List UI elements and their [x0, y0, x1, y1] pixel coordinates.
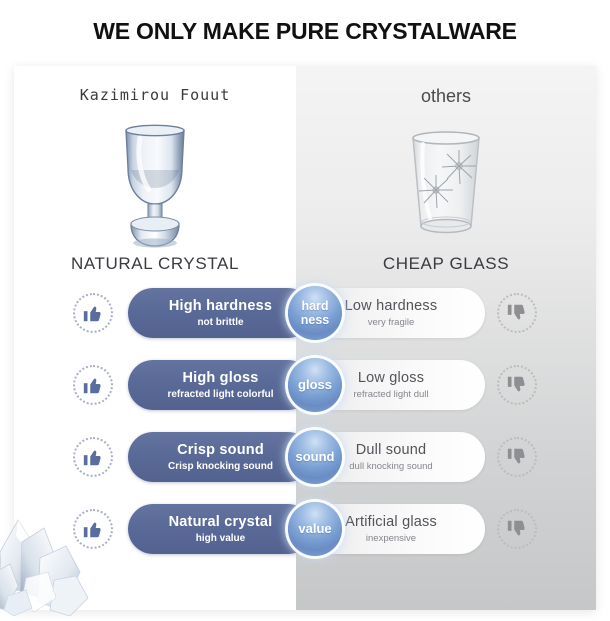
con-subtitle: very fragile: [367, 316, 415, 328]
pro-subtitle: high value: [195, 532, 246, 544]
badge-line-2: ness: [300, 313, 330, 327]
pro-title: High gloss: [182, 369, 259, 386]
feature-row: High hardness not brittle Low hardness v…: [14, 286, 596, 340]
badge-line-1: sound: [295, 449, 335, 464]
thumbs-up-icon: [73, 509, 113, 549]
feature-badge: hard ness: [288, 286, 342, 340]
pro-pill: Crisp sound Crisp knocking sound: [128, 432, 313, 482]
feature-row: Crisp sound Crisp knocking sound Dull so…: [14, 430, 596, 484]
con-title: Dull sound: [355, 441, 427, 458]
feature-row: High gloss refracted light colorful Low …: [14, 358, 596, 412]
product-label-right: CHEAP GLASS: [382, 254, 510, 273]
con-subtitle: refracted light dull: [353, 388, 429, 400]
thumbs-down-icon: [497, 293, 537, 333]
con-title: Low gloss: [357, 369, 425, 386]
feature-row: Natural crystal high value Artificial gl…: [14, 502, 596, 556]
brand-name-left: Kazimirou Fouut: [79, 86, 231, 104]
comparison-panel: Kazimirou Fouut others: [14, 66, 596, 610]
product-label-left: NATURAL CRYSTAL: [70, 254, 240, 273]
con-title: Artificial glass: [345, 513, 437, 530]
thumbs-down-icon: [497, 437, 537, 477]
pro-subtitle: not brittle: [197, 316, 244, 328]
badge-line-1: hard: [301, 299, 329, 313]
pro-subtitle: refracted light colorful: [167, 388, 274, 400]
feature-badge: sound: [288, 430, 342, 484]
con-title: Low hardness: [344, 297, 438, 314]
brand-name-right: others: [420, 86, 472, 106]
con-subtitle: dull knocking sound: [349, 460, 433, 472]
feature-rows: High hardness not brittle Low hardness v…: [14, 286, 596, 576]
feature-badge: gloss: [288, 358, 342, 412]
product-image-right: [296, 114, 596, 264]
con-subtitle: inexpensive: [365, 532, 417, 544]
thumbs-down-icon: [497, 509, 537, 549]
pro-pill: Natural crystal high value: [128, 504, 313, 554]
pro-title: Crisp sound: [177, 441, 264, 458]
thumbs-up-icon: [73, 293, 113, 333]
thumbs-up-icon: [73, 437, 113, 477]
pro-title: High hardness: [168, 297, 273, 314]
feature-badge: value: [288, 502, 342, 556]
pro-title: Natural crystal: [168, 513, 273, 530]
thumbs-up-icon: [73, 365, 113, 405]
badge-line-1: value: [298, 521, 332, 536]
product-image-left: [14, 114, 296, 264]
badge-line-1: gloss: [298, 377, 332, 392]
pro-pill: High hardness not brittle: [128, 288, 313, 338]
page-title: WE ONLY MAKE PURE CRYSTALWARE: [93, 18, 517, 44]
thumbs-down-icon: [497, 365, 537, 405]
pro-pill: High gloss refracted light colorful: [128, 360, 313, 410]
pro-subtitle: Crisp knocking sound: [167, 460, 273, 472]
